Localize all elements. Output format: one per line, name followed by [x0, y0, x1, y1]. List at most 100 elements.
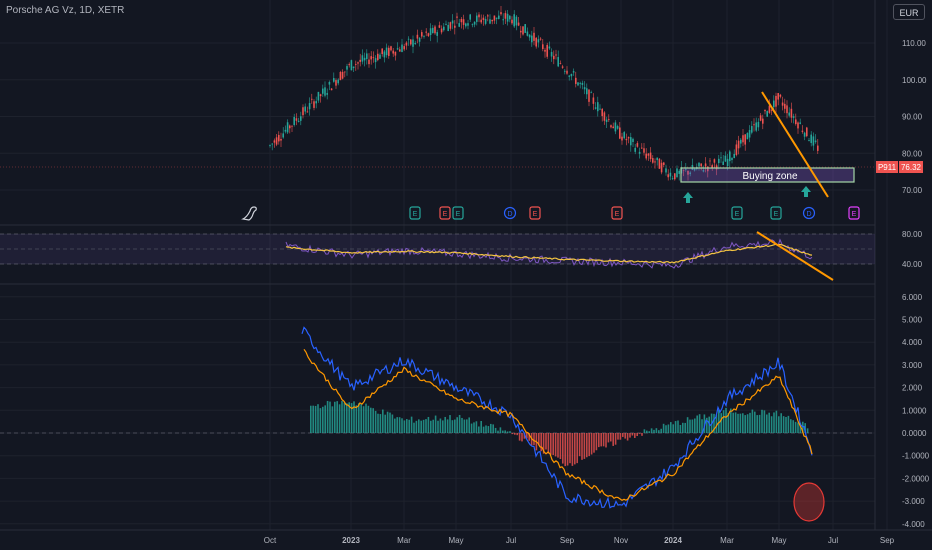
histogram-bar: [468, 417, 470, 433]
histogram-bar: [518, 433, 521, 441]
candle-body: [520, 30, 522, 33]
candle-body: [509, 15, 511, 20]
candle-body: [482, 17, 485, 20]
histogram-bar: [787, 415, 790, 433]
histogram-bar: [785, 416, 787, 433]
histogram-bar: [444, 416, 446, 433]
candle-body: [416, 34, 419, 39]
candle-body: [465, 23, 467, 27]
candle-body: [438, 25, 441, 28]
histogram-bar: [427, 416, 430, 433]
histogram-bar: [326, 400, 329, 433]
histogram-bar: [559, 433, 562, 460]
candle-body: [777, 93, 779, 100]
pane-separators: [0, 0, 932, 531]
histogram-bar: [564, 433, 566, 467]
histogram-bar: [497, 430, 499, 433]
candle-body: [289, 125, 291, 129]
currency-button[interactable]: EUR: [893, 4, 925, 20]
candle-body: [478, 14, 480, 18]
candle-body: [379, 54, 381, 59]
candle-body: [817, 145, 819, 151]
candle-body: [674, 173, 676, 180]
histogram-bar: [442, 420, 444, 433]
candle-body: [414, 42, 416, 44]
candle-body: [814, 140, 817, 143]
candle-body: [594, 107, 597, 109]
histogram-bar: [725, 407, 727, 433]
candle-body: [469, 14, 471, 20]
candle-body: [425, 31, 427, 33]
candle-body: [575, 77, 577, 84]
histogram-bar: [638, 433, 641, 434]
histogram-bar: [569, 433, 571, 464]
histogram-bar: [689, 419, 691, 433]
time-tick-label: 2024: [664, 536, 682, 545]
candle-body: [603, 112, 606, 121]
candle-body: [810, 134, 812, 143]
event-marker-e: E: [731, 206, 743, 220]
candle-body: [685, 169, 687, 170]
candle-body: [682, 169, 685, 171]
candle-body: [322, 88, 324, 94]
histogram-bar: [415, 420, 418, 433]
candle-body: [330, 88, 333, 91]
histogram-bar: [761, 409, 763, 433]
candle-body: [702, 170, 705, 172]
candle-body: [616, 126, 619, 129]
histogram-bar: [458, 414, 461, 433]
candle-body: [339, 71, 342, 81]
histogram-bar: [372, 408, 374, 433]
candle-body: [456, 16, 458, 18]
axis-tick-label: -1.0000: [902, 452, 930, 461]
candle-body: [467, 23, 469, 26]
axis-tick-label: -4.000: [902, 520, 925, 529]
candle-body: [665, 168, 667, 173]
candle-body: [447, 24, 449, 32]
svg-text:E: E: [852, 211, 857, 218]
candle-body: [278, 134, 280, 142]
histogram-bar: [334, 401, 336, 433]
candle-body: [667, 174, 669, 178]
histogram-bar: [790, 419, 792, 433]
candle-body: [808, 140, 810, 142]
time-tick-label: Mar: [720, 536, 734, 545]
candle-body: [700, 163, 702, 167]
candle-body: [401, 44, 403, 53]
candle-body: [284, 129, 287, 132]
candle-body: [612, 126, 614, 129]
histogram-bar: [698, 414, 701, 433]
histogram-bar: [343, 402, 346, 433]
candle-body: [335, 80, 337, 86]
histogram-bar: [660, 428, 662, 433]
histogram-bar: [595, 433, 598, 451]
histogram-bar: [482, 426, 485, 433]
histogram-bar: [492, 424, 494, 433]
histogram-bar: [667, 424, 670, 433]
histogram-bar: [806, 428, 809, 433]
candle-body: [434, 26, 436, 34]
histogram-bar: [670, 422, 672, 433]
candle-body: [566, 70, 568, 74]
histogram-bar: [574, 433, 576, 465]
histogram-bar: [593, 433, 595, 453]
histogram-bar: [362, 406, 365, 433]
histogram-bar: [526, 433, 528, 439]
candle-body: [315, 101, 317, 104]
svg-text:E: E: [615, 211, 620, 218]
histogram-bar: [778, 416, 780, 433]
grid: [0, 0, 888, 530]
candle-body: [366, 53, 368, 60]
histogram-bar: [401, 418, 403, 433]
candle-body: [346, 66, 348, 70]
candle-body: [561, 66, 564, 68]
candle-body: [275, 137, 278, 145]
histogram-bar: [485, 425, 487, 433]
candle-body: [357, 62, 359, 64]
event-marker-d: D: [802, 206, 816, 220]
candle-body: [495, 17, 498, 19]
candle-body: [286, 122, 289, 133]
axis-tick-label: -3.000: [902, 497, 925, 506]
candle-body: [713, 159, 716, 163]
